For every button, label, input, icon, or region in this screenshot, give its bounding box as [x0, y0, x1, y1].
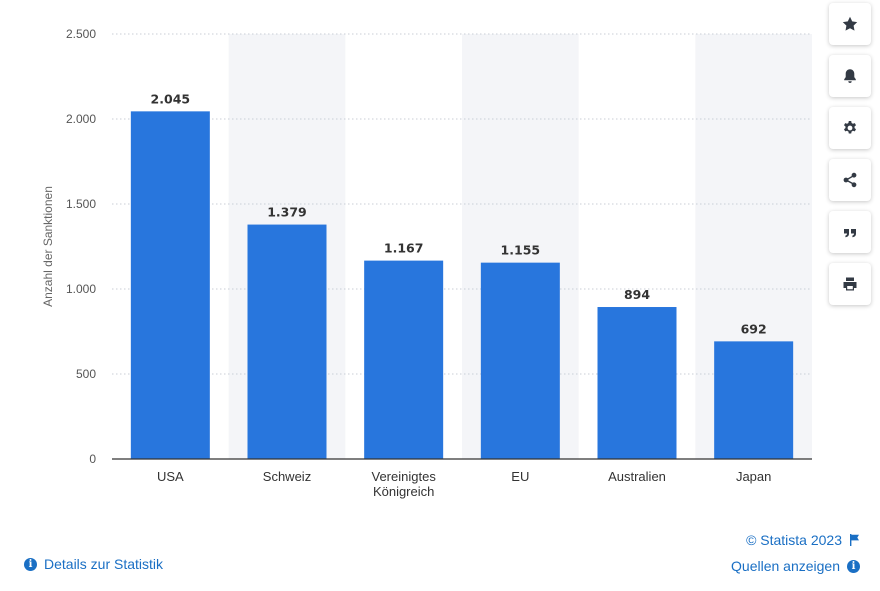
y-tick-label: 2.500 — [66, 27, 96, 41]
copyright-link[interactable]: © Statista 2023 — [746, 532, 860, 548]
y-axis-label: Anzahl der Sanktionen — [41, 186, 55, 307]
info-icon: i — [24, 557, 37, 571]
print-icon — [843, 277, 857, 291]
gridlines — [112, 33, 812, 375]
category-bands — [228, 34, 812, 459]
bar[interactable] — [130, 111, 210, 459]
bar[interactable] — [480, 262, 560, 459]
info-icon: i — [847, 559, 860, 573]
value-label: 2.045 — [151, 91, 191, 106]
value-label: 1.155 — [501, 243, 541, 258]
star-icon — [842, 16, 858, 31]
sources-text: Quellen anzeigen — [731, 558, 840, 574]
flag-icon — [850, 534, 859, 546]
y-tick-label: 2.000 — [66, 112, 96, 126]
bars — [130, 111, 794, 459]
side-toolbar — [829, 3, 873, 315]
details-text: Details zur Statistik — [44, 556, 164, 572]
y-tick-label: 1.500 — [66, 197, 96, 211]
x-tick-label: Vereinigtes Königreich — [372, 469, 437, 499]
x-tick-label: EU — [511, 469, 529, 484]
share-icon — [843, 172, 857, 188]
bar[interactable] — [714, 341, 794, 459]
print-button[interactable] — [829, 263, 871, 305]
quote-icon — [844, 229, 856, 238]
bar[interactable] — [597, 307, 677, 459]
bell-icon — [844, 69, 856, 83]
bar[interactable] — [247, 224, 327, 459]
value-label: 1.379 — [267, 205, 307, 220]
x-tick-label: Australien — [608, 469, 666, 484]
gear-icon — [844, 121, 856, 134]
x-axis-categories: USA Schweiz Vereinigtes Königreich EU Austral… — [157, 469, 771, 499]
copyright-text: © Statista 2023 — [746, 532, 842, 548]
y-tick-label: 1.000 — [66, 282, 96, 296]
y-axis-ticks: 0 500 1.000 1.500 2.000 2.500 — [66, 27, 96, 466]
settings-button[interactable] — [829, 107, 871, 149]
y-tick-label: 500 — [76, 367, 96, 381]
notification-button[interactable] — [829, 55, 871, 97]
cite-button[interactable] — [829, 211, 871, 253]
details-link[interactable]: i Details zur Statistik — [24, 556, 163, 572]
value-label: 1.167 — [384, 241, 424, 256]
x-tick-label: Japan — [736, 469, 771, 484]
bar[interactable] — [364, 260, 444, 459]
favorite-button[interactable] — [829, 3, 871, 45]
x-tick-label: USA — [157, 469, 184, 484]
value-labels: 2.045 1.379 1.167 1.155 894 692 — [151, 91, 767, 336]
sources-link[interactable]: Quellen anzeigen i — [731, 558, 860, 574]
value-label: 692 — [741, 321, 767, 336]
share-button[interactable] — [829, 159, 871, 201]
value-label: 894 — [624, 287, 650, 302]
y-tick-label: 0 — [89, 452, 96, 466]
x-tick-label: Schweiz — [263, 469, 311, 484]
